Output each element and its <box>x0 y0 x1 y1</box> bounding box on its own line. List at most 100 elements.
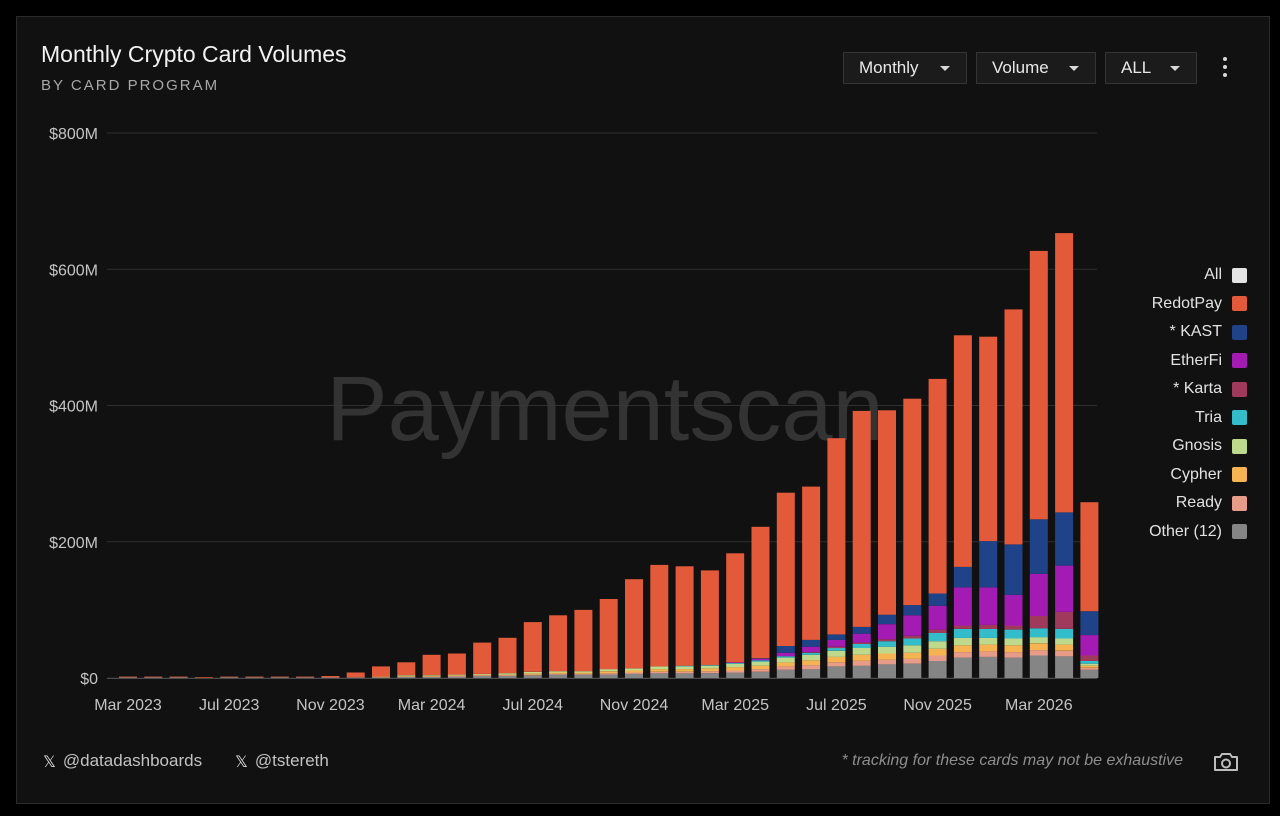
bar-segment <box>675 669 694 672</box>
bar-segment <box>953 587 972 626</box>
x-logo-icon: 𝕏 <box>235 751 248 771</box>
bar-segment <box>751 658 770 661</box>
bar-segment <box>852 661 871 666</box>
metric-dropdown[interactable]: Volume <box>976 52 1096 84</box>
legend-item[interactable]: Ready <box>1176 493 1247 513</box>
bar-segment <box>979 587 998 625</box>
bar-segment <box>878 653 896 660</box>
bar-segment <box>574 672 593 674</box>
legend-label: Gnosis <box>1172 437 1222 454</box>
bar-segment <box>903 652 922 659</box>
bar-segment <box>1080 665 1099 668</box>
y-tick-label: $600M <box>49 262 98 279</box>
bar-segment <box>1055 565 1074 612</box>
legend-swatch <box>1232 467 1247 482</box>
bar-segment <box>878 641 896 647</box>
bar-segment <box>827 656 846 663</box>
bar-segment <box>852 410 871 627</box>
bar-segment <box>751 661 770 666</box>
bar-segment <box>827 639 846 647</box>
footer-handle-2[interactable]: 𝕏 @tstereth <box>235 751 329 771</box>
legend-item[interactable]: EtherFi <box>1170 351 1247 371</box>
bar-segment <box>549 671 568 673</box>
bar-segment <box>979 541 998 588</box>
legend-swatch <box>1232 438 1247 454</box>
legend-item[interactable]: * KAST <box>1170 322 1247 342</box>
bar-segment <box>928 648 947 656</box>
bar-segment <box>953 335 972 567</box>
legend-swatch <box>1232 353 1247 368</box>
bar-segment <box>1029 573 1048 616</box>
legend-swatch <box>1232 324 1247 340</box>
legend-item[interactable]: Gnosis <box>1172 436 1247 456</box>
bar-segment <box>979 637 998 645</box>
bar-segment <box>498 637 517 674</box>
bar-segment <box>852 643 871 648</box>
bar-segment <box>1055 629 1074 639</box>
bar-segment <box>827 438 846 635</box>
bar-segment <box>776 652 795 657</box>
bar-segment <box>447 653 466 675</box>
bar-segment <box>599 599 618 670</box>
bar-segment <box>776 656 795 658</box>
footer-handle-1[interactable]: 𝕏 @datadashboards <box>43 751 202 771</box>
bar-segment <box>726 663 745 668</box>
legend-item[interactable]: RedotPay <box>1152 294 1247 314</box>
bar-segment <box>1029 628 1048 638</box>
bar-segment <box>802 639 821 647</box>
legend-item[interactable]: Tria <box>1195 408 1247 428</box>
bar-segment <box>220 677 239 678</box>
bar-segment <box>625 673 643 678</box>
legend-label: All <box>1204 266 1222 283</box>
filter-dropdown[interactable]: ALL <box>1105 52 1197 84</box>
bar-segment <box>220 676 239 678</box>
bar-segment <box>549 672 568 674</box>
bar-segment <box>878 659 896 665</box>
bar-segment <box>827 648 846 651</box>
bar-segment <box>1004 629 1023 639</box>
bar-segment <box>574 674 593 678</box>
x-tick-label: Jul 2025 <box>806 697 867 714</box>
bar-segment <box>1029 655 1048 678</box>
bar-segment <box>523 622 542 672</box>
legend-item[interactable]: All <box>1204 265 1247 285</box>
bar-segment <box>776 669 795 678</box>
chevron-down-icon <box>1170 66 1180 71</box>
bar-segment <box>473 676 492 678</box>
vertical-ellipsis-icon[interactable] <box>1215 55 1235 81</box>
period-dropdown[interactable]: Monthly <box>843 52 967 84</box>
bar-segment <box>523 675 542 678</box>
bar-segment <box>422 676 441 678</box>
bar-segment <box>827 662 846 667</box>
bar-segment <box>675 666 694 670</box>
bar-segment <box>270 676 289 678</box>
legend-swatch <box>1232 381 1247 397</box>
bar-segment <box>979 624 998 629</box>
legend-item[interactable]: Other (12) <box>1149 522 1247 542</box>
filter-dropdown-label: ALL <box>1121 58 1152 77</box>
bar-segment <box>473 642 492 674</box>
bar-segment <box>928 605 947 630</box>
bar-segment <box>726 662 745 663</box>
legend-label: Other (12) <box>1149 522 1222 540</box>
legend-item[interactable]: * Karta <box>1173 379 1247 399</box>
bar-segment <box>802 654 821 661</box>
bar-segment <box>802 652 821 653</box>
bar-segment <box>802 660 821 666</box>
bar-segment <box>144 677 163 678</box>
camera-icon[interactable] <box>1213 751 1239 773</box>
bar-segment <box>447 676 466 677</box>
bar-segment <box>675 665 694 667</box>
bar-segment <box>878 614 896 625</box>
bar-segment <box>878 410 896 615</box>
legend-item[interactable]: Cypher <box>1170 465 1247 485</box>
bar-segment <box>979 656 998 678</box>
bar-segment <box>1029 616 1048 629</box>
bar-segment <box>1029 519 1048 574</box>
legend-swatch <box>1232 495 1247 511</box>
bar-segment <box>878 664 896 678</box>
bar-segment <box>346 672 365 678</box>
bar-segment <box>1029 650 1048 656</box>
bar-segment <box>878 646 896 654</box>
